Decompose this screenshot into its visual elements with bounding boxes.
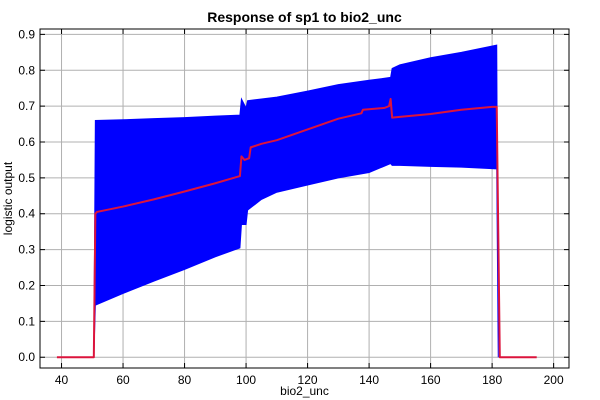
- uncertainty-band: [93, 44, 499, 358]
- x-tick-label: 120: [298, 373, 318, 387]
- x-tick-label: 100: [236, 373, 256, 387]
- chart-title: Response of sp1 to bio2_unc: [207, 9, 402, 25]
- y-tick-label: 0.3: [18, 243, 35, 257]
- x-tick-label: 180: [482, 373, 502, 387]
- x-tick-label: 60: [116, 373, 130, 387]
- y-tick-label: 0.9: [18, 27, 35, 41]
- x-tick-label: 200: [544, 373, 564, 387]
- y-tick-label: 0.6: [18, 135, 35, 149]
- line-layer: [56, 97, 537, 359]
- y-tick-label: 0.8: [18, 63, 35, 77]
- response-line: [56, 97, 537, 359]
- y-tick-label: 0.0: [18, 350, 35, 364]
- y-tick-label: 0.5: [18, 171, 35, 185]
- y-tick-label: 0.4: [18, 207, 35, 221]
- y-tick-label: 0.7: [18, 99, 35, 113]
- tick-layer: 40 60 80 100 120 140 160 180 200 0.0 0.1 0.2 0.3 0.4 0…: [18, 27, 569, 387]
- x-axis-label: bio2_unc: [280, 384, 329, 398]
- y-tick-label: 0.1: [18, 314, 35, 328]
- plot-frame: [39, 28, 570, 369]
- x-tick-label: 140: [359, 373, 379, 387]
- y-axis-label: logistic output: [1, 161, 15, 235]
- x-tick-label: 160: [421, 373, 441, 387]
- band-layer: [93, 44, 499, 358]
- x-tick-label: 40: [55, 373, 69, 387]
- y-tick-label: 0.2: [18, 278, 35, 292]
- x-tick-label: 80: [178, 373, 192, 387]
